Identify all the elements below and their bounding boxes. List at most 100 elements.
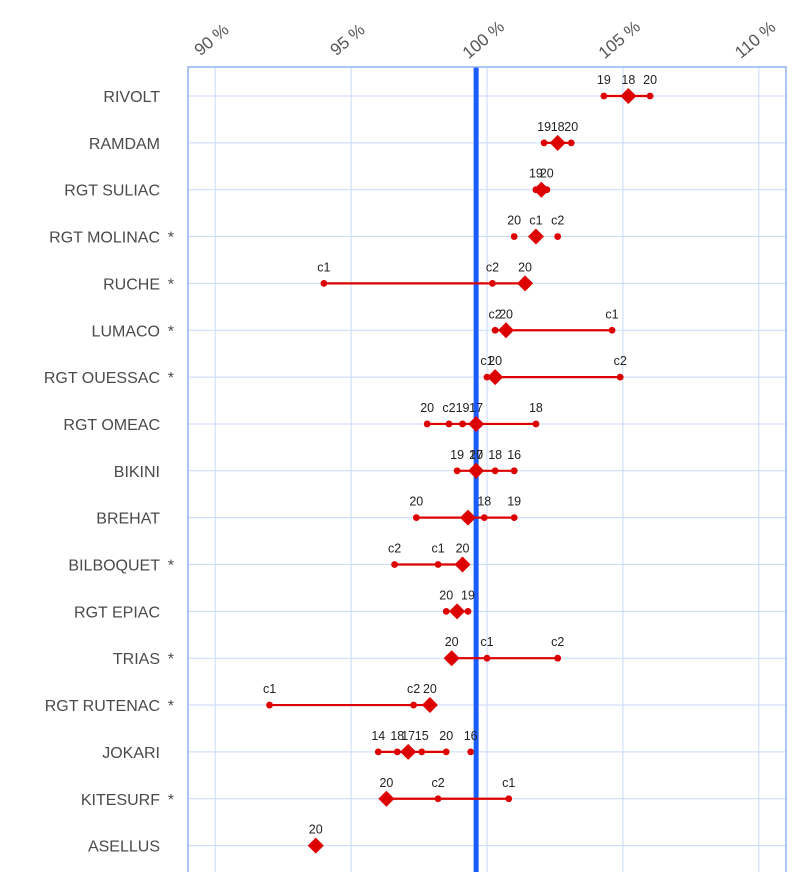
point-label: 19 — [537, 120, 551, 134]
x-tick-label: 90 % — [191, 20, 233, 59]
data-point — [554, 233, 562, 240]
row-label: TRIAS — [113, 651, 160, 668]
main-diamond-marker — [421, 697, 438, 714]
data-point — [418, 748, 426, 756]
row-label: RIVOLT — [103, 89, 160, 106]
data-point — [608, 326, 616, 334]
point-label: 15 — [415, 729, 429, 743]
data-point — [445, 420, 453, 428]
point-label: 20 — [564, 120, 578, 134]
main-diamond-marker — [533, 181, 550, 198]
row-asellus: ASELLUS 20 — [88, 823, 324, 856]
row-star: * — [168, 276, 174, 293]
row-star: * — [168, 558, 174, 575]
point-label: 20 — [439, 729, 453, 743]
point-label: 20 — [423, 682, 437, 696]
point-label: c2 — [489, 307, 502, 321]
main-diamond-marker — [468, 462, 485, 479]
point-label: 19 — [450, 448, 464, 462]
data-point — [532, 420, 540, 428]
row-label: BILBOQUET — [68, 558, 160, 575]
data-point — [483, 373, 491, 381]
x-tick-label: 95 % — [327, 20, 369, 59]
data-point — [491, 467, 499, 475]
data-point — [567, 139, 575, 147]
point-label: 19 — [507, 495, 521, 509]
row-label: RAMDAM — [89, 136, 160, 153]
point-label: 19 — [529, 167, 543, 181]
data-point — [600, 92, 608, 100]
data-point — [320, 280, 328, 287]
point-label: c2 — [431, 776, 444, 790]
main-diamond-marker — [498, 322, 515, 339]
row-star: * — [168, 651, 174, 668]
row-bilboquet: BILBOQUET * c2 c1 20 — [68, 542, 471, 575]
row-ramdam: RAMDAM 19 18 20 — [89, 120, 578, 153]
x-tick-label: 110 % — [731, 17, 779, 62]
main-diamond-marker — [620, 88, 637, 104]
point-label: 20 — [488, 354, 502, 368]
point-label: 20 — [409, 495, 423, 509]
row-rgt-epiac: RGT EPIAC 20 19 — [74, 588, 475, 621]
x-axis: 90 % 95 % 100 % 105 % 110 % — [191, 17, 780, 63]
row-rgt-omeac: RGT OMEAC 20 c2 19 17 18 — [63, 401, 543, 434]
row-label: LUMACO — [92, 323, 160, 340]
data-point — [467, 748, 475, 756]
data-point — [459, 420, 466, 428]
point-label: 16 — [464, 729, 478, 743]
point-label: 16 — [507, 448, 521, 462]
data-point — [616, 373, 624, 381]
point-label: c2 — [442, 401, 455, 415]
point-label: 19 — [461, 588, 475, 602]
point-label: 17 — [401, 729, 415, 743]
row-trias: TRIAS * 20 c1 c2 — [113, 635, 564, 668]
data-point — [391, 561, 398, 568]
main-diamond-marker — [487, 369, 504, 386]
row-label: RGT SULIAC — [64, 183, 160, 200]
point-label: 20 — [540, 167, 554, 181]
point-label: c2 — [551, 214, 564, 228]
row-brehat: BREHAT 20 18 19 — [96, 495, 521, 528]
row-kitesurf: KITESURF * 20 c2 c1 — [81, 776, 516, 809]
main-diamond-marker — [307, 837, 324, 854]
data-point — [464, 607, 472, 615]
row-star: * — [168, 698, 174, 715]
data-point — [510, 514, 518, 522]
x-tick-label: 105 % — [595, 17, 644, 63]
point-label: c2 — [407, 682, 420, 696]
point-label: c2 — [551, 635, 564, 649]
point-label: 20 — [445, 635, 459, 649]
data-point — [489, 280, 496, 287]
point-label: c1 — [317, 260, 330, 274]
point-label: 18 — [477, 495, 491, 509]
row-star: * — [168, 370, 174, 387]
point-label: 19 — [597, 73, 611, 87]
data-point — [483, 654, 491, 662]
data-point — [410, 701, 418, 709]
point-label: 20 — [469, 448, 483, 462]
row-label: JOKARI — [102, 745, 160, 762]
point-label: c1 — [605, 307, 618, 321]
data-point — [374, 748, 382, 756]
data-point — [442, 607, 450, 615]
point-label: 20 — [456, 542, 470, 556]
data-point — [393, 748, 401, 756]
main-diamond-marker — [443, 650, 460, 667]
row-label: ASELLUS — [88, 839, 160, 856]
data-point — [505, 795, 513, 803]
point-label: c1 — [480, 354, 493, 368]
point-label: c1 — [263, 682, 276, 696]
point-label: 18 — [390, 729, 404, 743]
row-star: * — [168, 323, 174, 340]
data-point — [510, 467, 518, 475]
point-label: 17 — [469, 448, 483, 462]
data-point — [434, 561, 442, 568]
row-rgt-rutenac: RGT RUTENAC * c1 c2 20 — [45, 682, 438, 715]
row-star: * — [168, 230, 174, 247]
point-label: 20 — [309, 823, 323, 837]
row-rgt-molinac: RGT MOLINAC * 20 c1 c2 — [49, 214, 564, 247]
main-diamond-marker — [459, 509, 476, 526]
point-label: 19 — [456, 401, 470, 415]
